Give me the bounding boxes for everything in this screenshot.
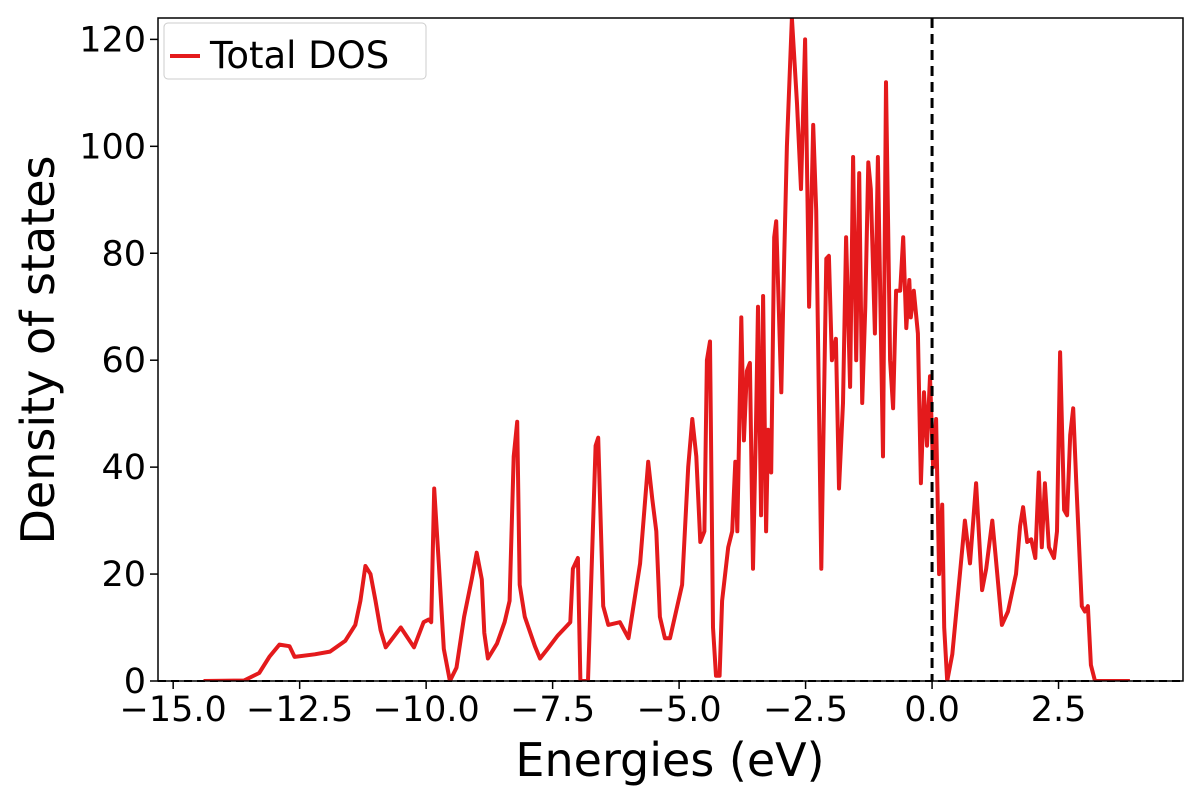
legend-box (163, 22, 427, 80)
y-tick-label: 120 (79, 20, 146, 60)
y-tick-label: 60 (101, 341, 146, 381)
x-tick-label: −5.0 (637, 690, 722, 730)
legend: Total DOS (163, 22, 427, 80)
y-tick-label: 100 (79, 127, 146, 167)
legend-label: Total DOS (209, 34, 389, 77)
y-tick-label: 0 (124, 662, 146, 702)
x-tick-label: −12.5 (246, 690, 353, 730)
y-tick-label: 80 (101, 234, 146, 274)
x-tick-label: −7.5 (510, 690, 595, 730)
x-tick-label: −10.0 (373, 690, 480, 730)
x-tick-label: −2.5 (763, 690, 848, 730)
plot-frame (157, 17, 1184, 682)
y-axis-label: Density of states (11, 156, 65, 545)
y-tick-label: 40 (101, 448, 146, 488)
x-tick-label: 0.0 (904, 690, 960, 730)
dos-line (203, 18, 1130, 681)
x-tick-label: −15.0 (120, 690, 227, 730)
x-tick-label: 2.5 (1031, 690, 1087, 730)
x-axis-label: Energies (eV) (515, 733, 824, 787)
y-tick-label: 20 (101, 555, 146, 595)
